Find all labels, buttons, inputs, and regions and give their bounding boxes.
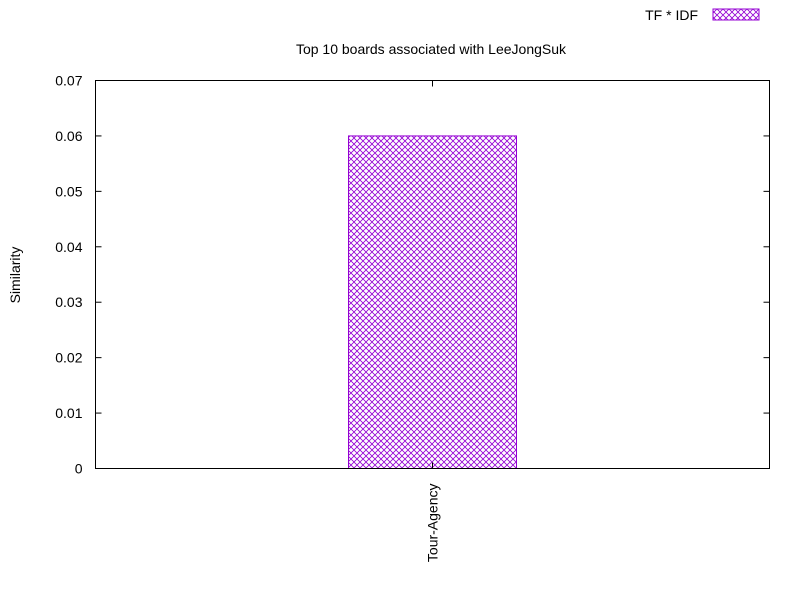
legend-swatch <box>712 8 760 21</box>
legend: TF * IDF <box>645 7 760 23</box>
y-tick-label: 0.07 <box>55 73 82 89</box>
y-tick-label: 0.01 <box>55 405 82 421</box>
y-tick-label: 0.03 <box>55 294 82 310</box>
y-axis-ticks: 0 0.01 0.02 0.03 0.04 0.05 0.06 0.07 <box>55 73 770 477</box>
y-tick-label: 0.05 <box>55 183 82 199</box>
y-tick-label: 0.02 <box>55 350 82 366</box>
plot-frame <box>95 80 770 469</box>
x-tick-label: Tour-Agency <box>425 484 441 563</box>
y-tick-label: 0.06 <box>55 128 82 144</box>
bar <box>348 135 517 470</box>
chart-title: Top 10 boards associated with LeeJongSuk <box>296 41 567 57</box>
y-tick-label: 0.04 <box>55 239 82 255</box>
y-tick-label: 0 <box>75 461 83 477</box>
legend-label: TF * IDF <box>645 7 698 23</box>
x-axis-ticks: Tour-Agency <box>425 80 441 563</box>
y-axis-label: Similarity <box>7 247 23 304</box>
bars <box>348 135 517 470</box>
